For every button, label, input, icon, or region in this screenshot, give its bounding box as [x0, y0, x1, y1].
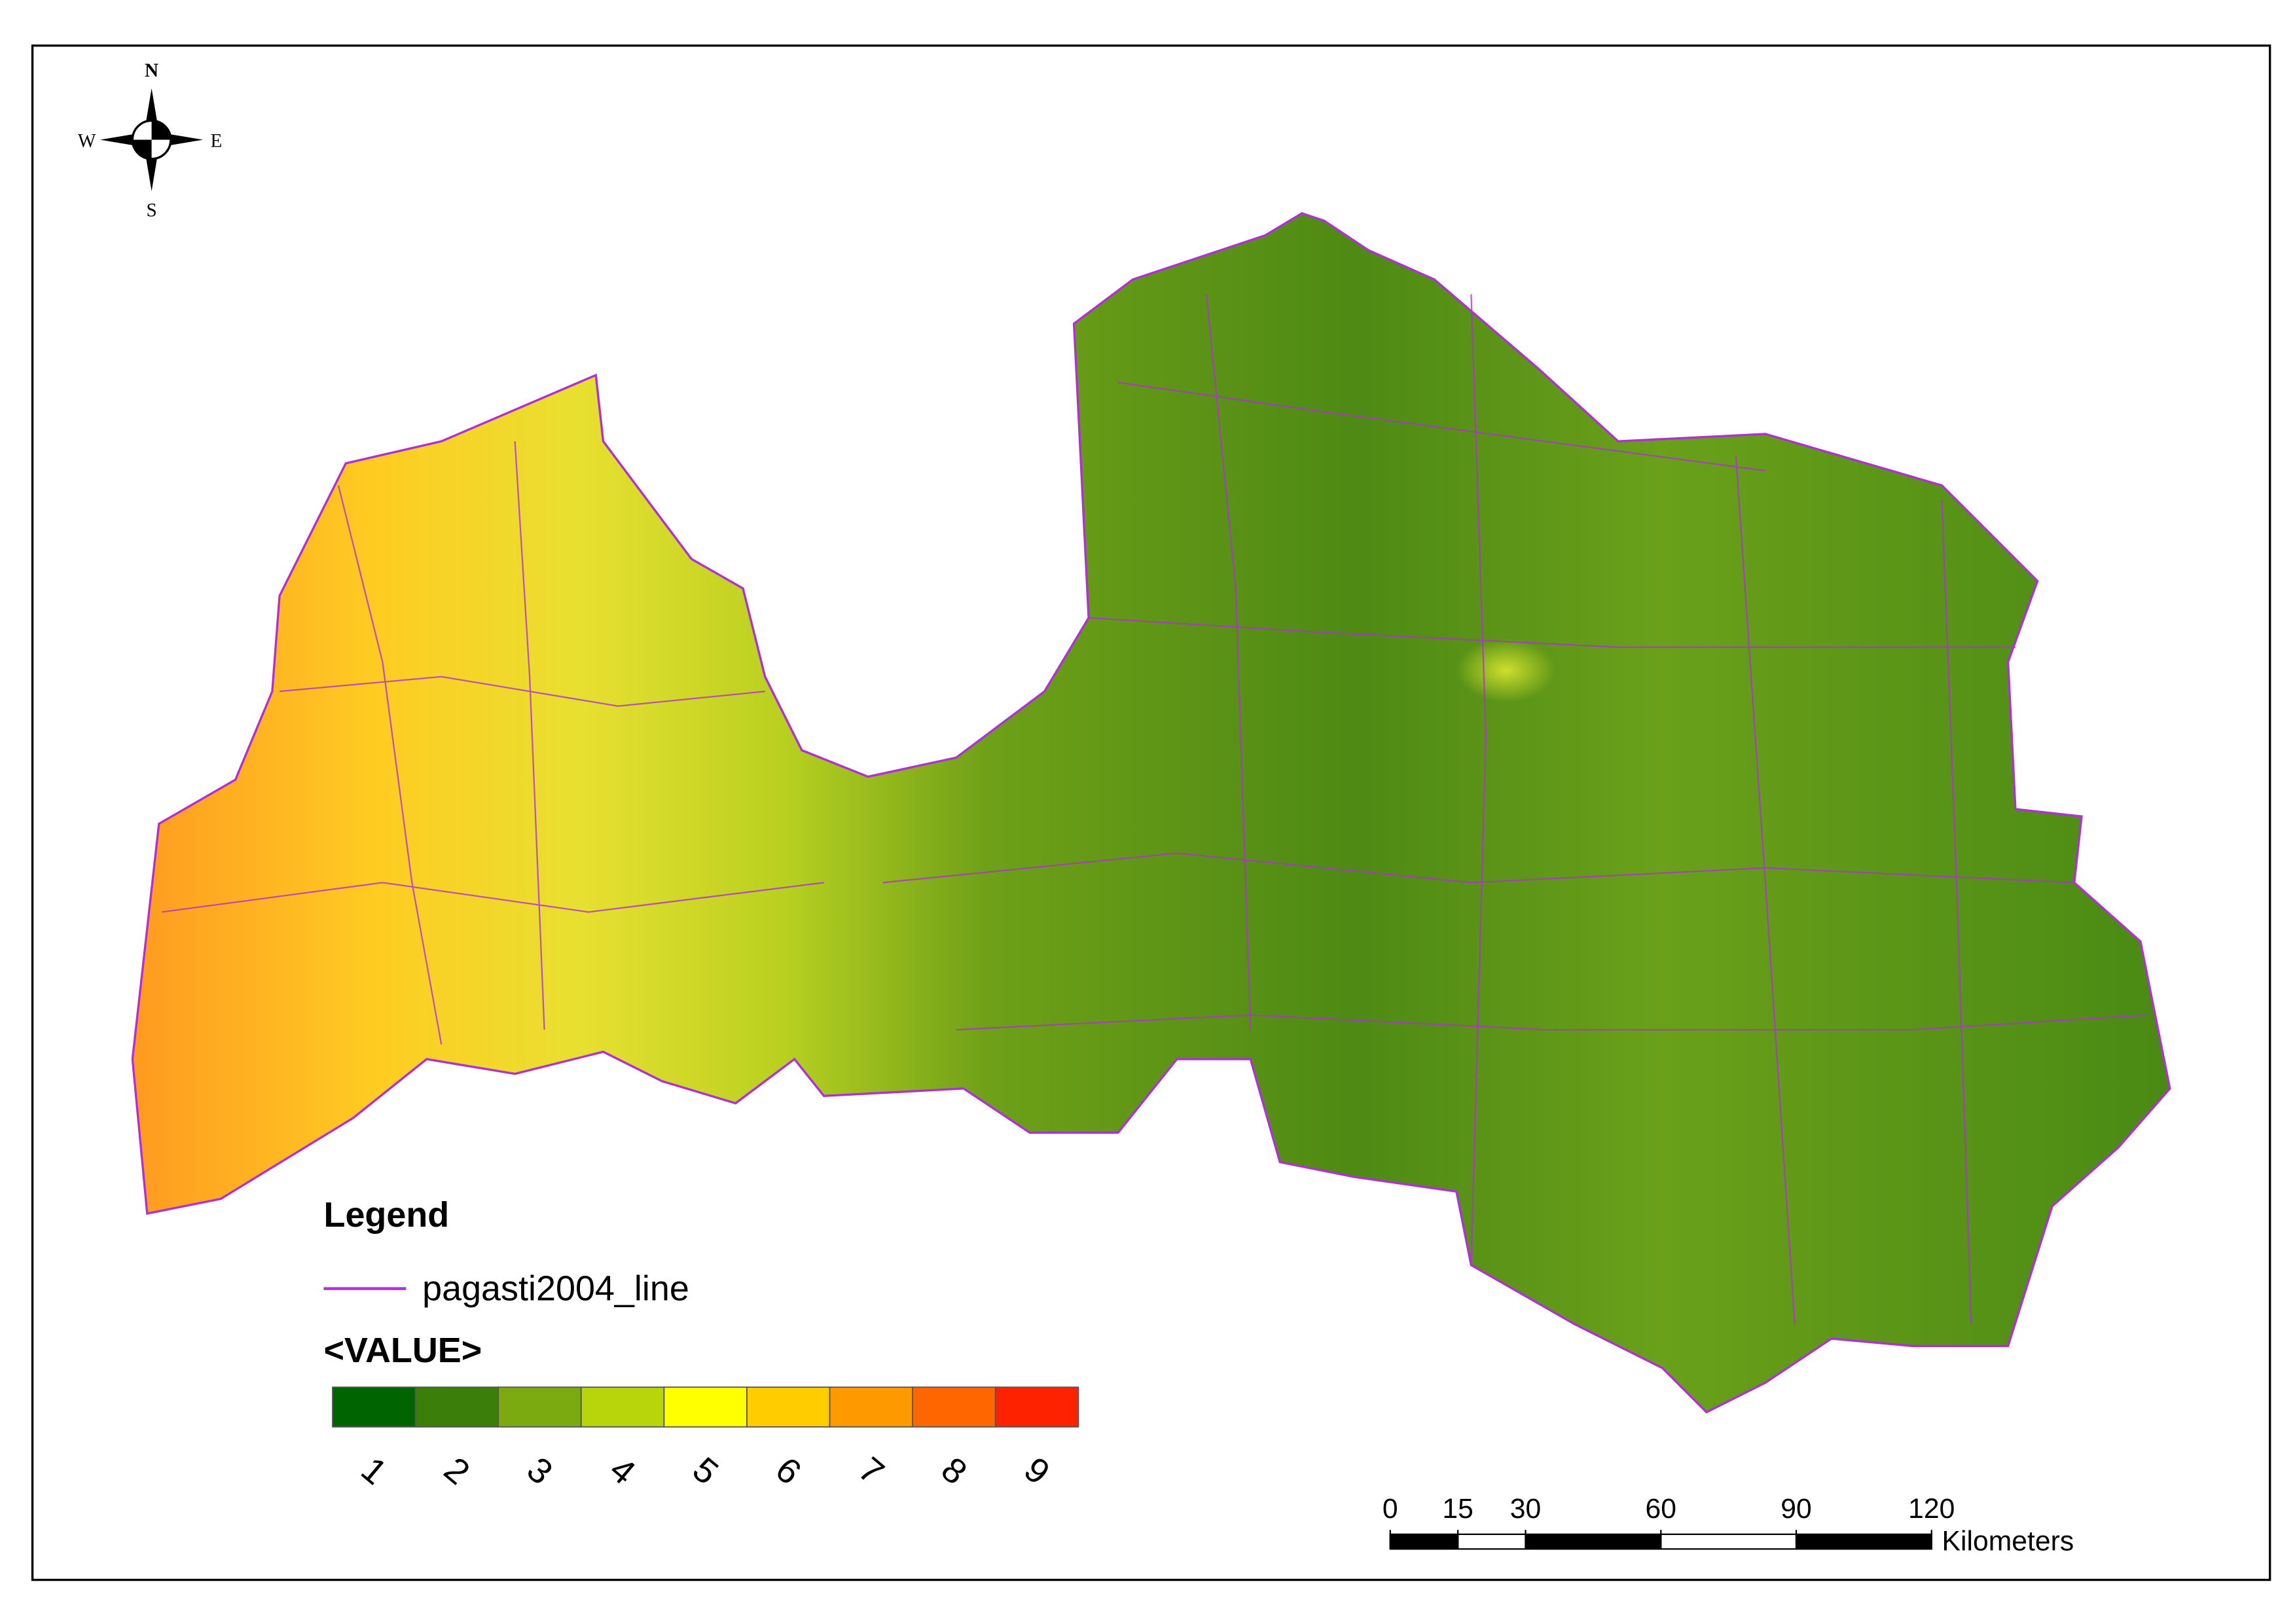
compass-w: W: [78, 131, 96, 152]
region-raster: [131, 212, 2171, 1414]
scale-segment: [1389, 1533, 1459, 1550]
legend-swatch: [414, 1386, 499, 1428]
compass-n: N: [145, 60, 158, 81]
scale-tick-label: 0: [1382, 1493, 1398, 1525]
scale-segment: [1795, 1533, 1932, 1550]
country-map: [131, 212, 2171, 1414]
scale-unit: Kilometers: [1942, 1526, 2074, 1557]
compass-e: E: [211, 131, 223, 152]
legend-swatch: [332, 1386, 416, 1428]
compass: N E S W: [78, 60, 222, 221]
compass-s: S: [146, 200, 156, 221]
legend-swatch: [994, 1386, 1079, 1428]
region-highlight: [1250, 558, 1663, 824]
legend-swatch: [746, 1386, 831, 1428]
legend-raster-title: <VALUE>: [324, 1331, 482, 1370]
scale-tick-label: 120: [1908, 1493, 1955, 1525]
scale-bar: Kilometers 0 15 30 60 90 120: [1382, 1493, 2074, 1557]
scale-segment: [1525, 1533, 1662, 1550]
legend-title: Legend: [324, 1195, 450, 1235]
scale-segment: [1457, 1533, 1527, 1550]
scale-segment: [1660, 1533, 1798, 1550]
scale-tick-label: 15: [1442, 1493, 1473, 1525]
legend-swatch: [497, 1386, 582, 1428]
legend-line-label: pagasti2004_line: [422, 1269, 689, 1308]
legend-swatch: [829, 1386, 914, 1428]
legend-swatch: [663, 1386, 748, 1428]
scale-tick-label: 90: [1780, 1493, 1811, 1525]
scale-tick-label: 30: [1510, 1493, 1541, 1525]
legend-swatch: [580, 1386, 665, 1428]
parish-boundaries: [162, 294, 2148, 1324]
scale-tick-label: 60: [1646, 1493, 1676, 1525]
legend-swatch: [912, 1386, 996, 1428]
